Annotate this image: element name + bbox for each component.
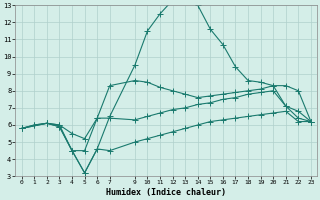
X-axis label: Humidex (Indice chaleur): Humidex (Indice chaleur) — [106, 188, 226, 197]
